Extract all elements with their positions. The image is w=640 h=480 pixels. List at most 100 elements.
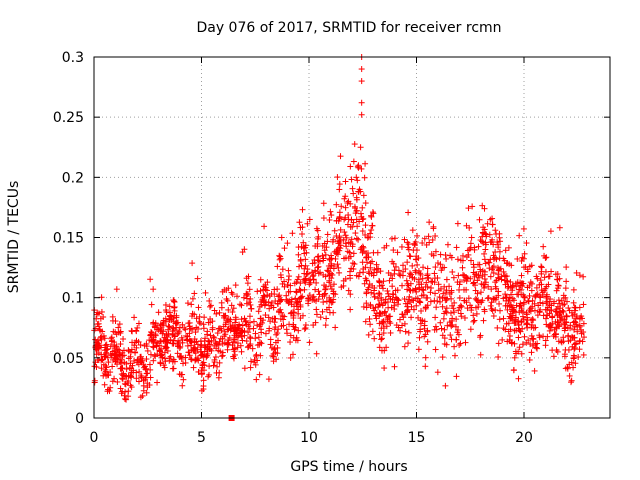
data-point [448, 323, 455, 330]
data-point [531, 307, 538, 314]
data-point [437, 251, 444, 258]
data-point [230, 355, 237, 362]
data-point [239, 337, 246, 344]
data-point [530, 317, 537, 324]
data-point [101, 335, 108, 342]
data-point [457, 340, 464, 347]
data-point [315, 263, 322, 270]
data-point [286, 321, 293, 328]
data-point [369, 209, 376, 216]
data-point [237, 301, 244, 308]
data-point [170, 365, 177, 372]
data-point [497, 238, 504, 245]
data-point [404, 239, 411, 246]
data-point [375, 295, 382, 302]
data-point [125, 348, 132, 355]
data-point [518, 272, 525, 279]
data-point [107, 369, 114, 376]
data-point [505, 320, 512, 327]
data-point [276, 292, 283, 299]
data-point [283, 296, 290, 303]
data-point [439, 295, 446, 302]
data-point [525, 297, 532, 304]
data-point [216, 359, 223, 366]
data-point [302, 321, 309, 328]
data-point [510, 367, 517, 374]
data-point [118, 365, 125, 372]
data-point [278, 309, 285, 316]
data-point [543, 254, 550, 261]
data-point [185, 320, 192, 327]
data-point [444, 241, 451, 248]
data-point [563, 313, 570, 320]
data-point [252, 335, 259, 342]
data-point [387, 320, 394, 327]
data-point [301, 326, 308, 333]
data-point [299, 206, 306, 213]
data-point [534, 345, 541, 352]
data-point [524, 314, 531, 321]
data-point [571, 346, 578, 353]
data-point [437, 261, 444, 268]
data-point [446, 319, 453, 326]
data-point [387, 272, 394, 279]
data-point [566, 372, 573, 379]
data-point [376, 279, 383, 286]
data-point [347, 268, 354, 275]
data-point [481, 250, 488, 257]
data-point [243, 290, 250, 297]
data-point [488, 305, 495, 312]
data-point [487, 216, 494, 223]
data-point [451, 343, 458, 350]
data-point [447, 332, 454, 339]
data-point [134, 324, 141, 331]
data-point [117, 341, 124, 348]
data-point [295, 244, 302, 251]
data-point [253, 376, 260, 383]
data-point [502, 291, 509, 298]
data-point [401, 343, 408, 350]
data-point [573, 321, 580, 328]
data-point [279, 280, 286, 287]
data-point [272, 324, 279, 331]
data-point [155, 309, 162, 316]
data-point [206, 297, 213, 304]
data-point [347, 306, 354, 313]
data-point [137, 341, 144, 348]
data-point [228, 289, 235, 296]
data-point [463, 222, 470, 229]
data-point [140, 382, 147, 389]
data-point [154, 379, 161, 386]
data-point [166, 303, 173, 310]
data-point [392, 263, 399, 270]
data-point [409, 227, 416, 234]
data-point [343, 243, 350, 250]
data-point [250, 318, 257, 325]
data-point [482, 241, 489, 248]
data-point [391, 235, 398, 242]
data-point [441, 326, 448, 333]
data-point [128, 369, 135, 376]
data-point [244, 280, 251, 287]
data-point [476, 216, 483, 223]
data-point [443, 287, 450, 294]
data-point [336, 181, 343, 188]
data-point [359, 249, 366, 256]
data-point [422, 354, 429, 361]
data-point [313, 350, 320, 357]
data-point [406, 293, 413, 300]
data-point [327, 297, 334, 304]
data-point [409, 287, 416, 294]
data-point [152, 324, 159, 331]
data-point [256, 371, 263, 378]
data-point [136, 368, 143, 375]
data-point [412, 286, 419, 293]
data-point [402, 266, 409, 273]
data-point [107, 343, 114, 350]
data-point [229, 309, 236, 316]
data-point [371, 290, 378, 297]
data-point [336, 209, 343, 216]
data-point [261, 223, 268, 230]
data-point [511, 320, 518, 327]
data-point [415, 267, 422, 274]
